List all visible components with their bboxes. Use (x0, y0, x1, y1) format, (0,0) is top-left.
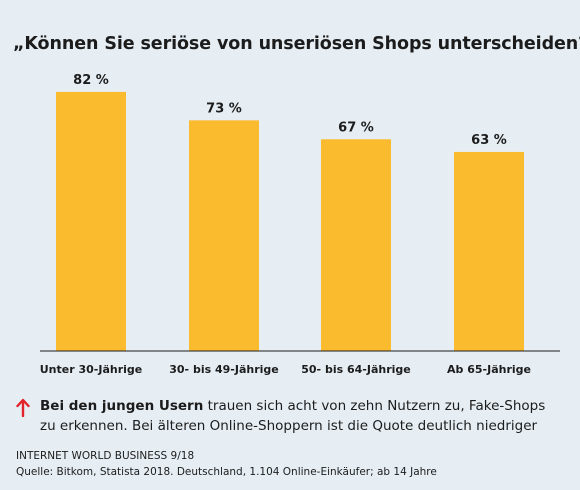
category-label-4: Ab 65-Jährige (447, 363, 531, 376)
bar-2 (189, 120, 259, 351)
bar-1 (56, 91, 126, 351)
category-label-3: 50- bis 64-Jährige (301, 363, 410, 376)
value-label-2: 73 % (206, 101, 242, 116)
value-label-3: 67 % (338, 120, 374, 135)
chart-title: „Können Sie seriöse von unseriösen Shops… (13, 34, 580, 54)
bar-4 (454, 151, 524, 351)
source-credit: Quelle: Bitkom, Statista 2018. Deutschla… (16, 466, 437, 478)
note-text: Bei den jungen Usern trauen sich acht vo… (16, 396, 561, 436)
value-label-4: 63 % (471, 133, 507, 148)
bar-chart: 82 % Unter 30-Jährige 73 % 30- bis 49-Jähri… (40, 73, 560, 376)
arrow-up-icon (16, 398, 30, 417)
category-label-1: Unter 30-Jährige (40, 363, 143, 376)
value-label-1: 82 % (73, 73, 109, 88)
note-body: trauen sich acht von zehn Nutzern zu, Fa… (40, 398, 546, 434)
note-box: Bei den jungen Usern trauen sich acht vo… (16, 396, 561, 436)
bar-3 (321, 139, 391, 351)
category-label-2: 30- bis 49-Jährige (169, 363, 278, 376)
note-highlight: Bei den jungen Usern (40, 398, 204, 414)
publication-credit: INTERNET WORLD BUSINESS 9/18 (16, 450, 195, 462)
